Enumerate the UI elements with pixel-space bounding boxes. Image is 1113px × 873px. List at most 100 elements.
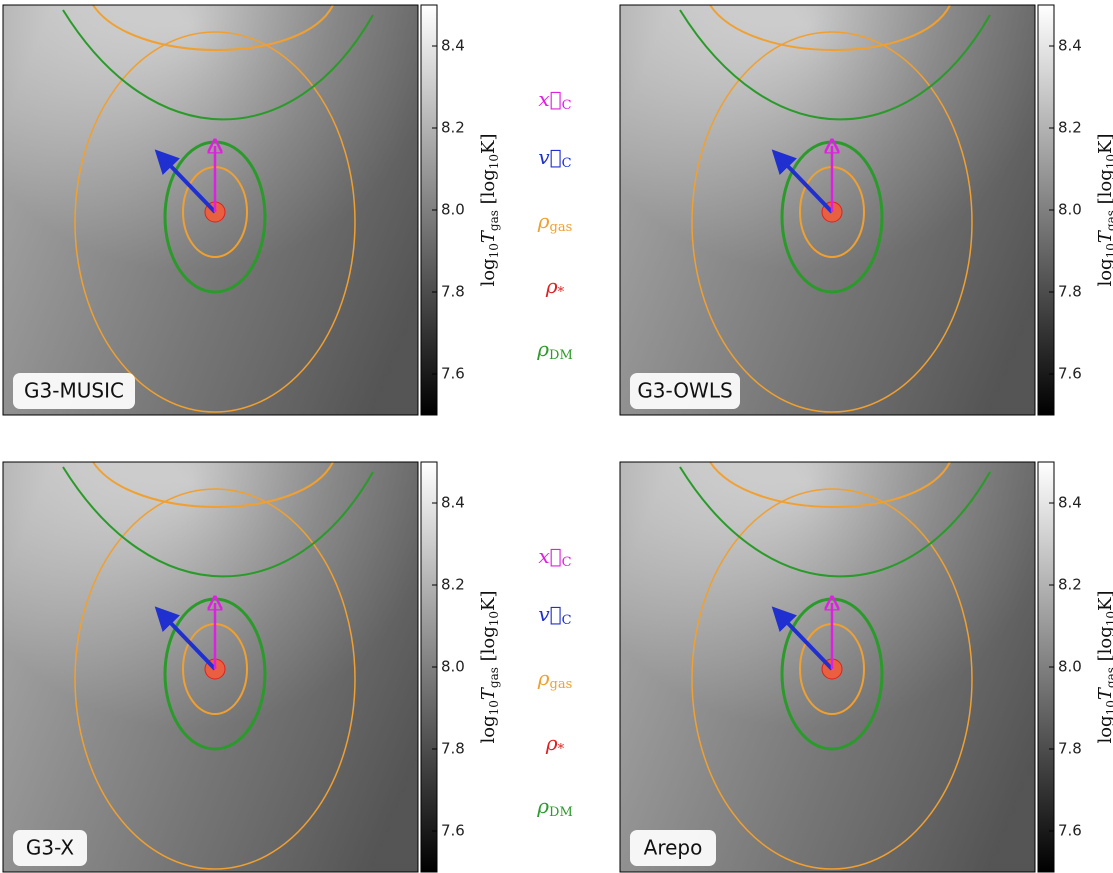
colorbar-label: log10Tgas [log10K] [1095, 133, 1113, 286]
legend-symbol: ρ [536, 337, 549, 361]
legend-subscript: C [562, 555, 572, 570]
dm-contour [679, 9, 991, 121]
colorbar-tick-label: 8.2 [441, 576, 465, 594]
colorbar-tick-label: 8.0 [1058, 658, 1082, 676]
colorbar-tick-label: 7.8 [441, 283, 465, 301]
colorbar-label-part: [log [1095, 626, 1113, 667]
colorbar-label-part: log [478, 715, 499, 743]
velocity-arrow [771, 606, 834, 671]
colorbar-tick-label: 7.8 [441, 740, 465, 758]
panel-frame [2, 4, 419, 416]
colorbar-label-part: 10 [487, 154, 501, 169]
legend-symbol: x⃗ [538, 87, 561, 111]
colorbar-tick-label: 7.6 [441, 822, 465, 840]
colorbar-tick-label: 8.2 [1058, 576, 1082, 594]
colorbar-tick-label: 8.4 [441, 37, 465, 55]
legend-subscript: C [562, 613, 572, 628]
colorbar-tick-label: 7.8 [1058, 740, 1082, 758]
legend-entry: ρgas [537, 666, 573, 692]
colorbar-label: log10Tgas [log10K] [478, 133, 501, 286]
legend-entry: ρ* [545, 731, 565, 757]
panel-label-box [13, 373, 135, 409]
colorbar-label: log10Tgas [log10K] [478, 590, 501, 743]
legend-symbol: ρ [545, 274, 558, 298]
colorbar-label-part: K] [1095, 133, 1113, 153]
legend-symbol: v⃗ [538, 602, 561, 626]
velocity-arrow [154, 606, 217, 671]
colorbar-label-part: [log [1095, 169, 1113, 210]
colorbar-label-part: 10 [1104, 611, 1113, 626]
panel-frame [2, 461, 419, 873]
colorbar-label-part: [log [478, 169, 499, 210]
legend-subscript: gas [550, 220, 573, 235]
legend-subscript: gas [550, 677, 573, 692]
colorbar-tick-label: 8.4 [441, 494, 465, 512]
legend-entry: v⃗C [538, 145, 571, 171]
colorbar-label-part: T [478, 686, 499, 700]
gas-contour [74, 488, 356, 870]
colorbar-label-part: 10 [487, 243, 501, 258]
panel: Arepo 7.6 7.8 8.0 8.2 8.4 log10Tgas [log10K] [619, 461, 1113, 873]
legend-entry: ρ* [545, 274, 565, 300]
legend-subscript: * [558, 285, 565, 300]
colorbar-label-part: 10 [487, 611, 501, 626]
panel-label-box [630, 373, 740, 409]
legend-entry: ρDM [536, 337, 573, 363]
dm-contour [92, 461, 334, 508]
legend-symbol: x⃗ [538, 544, 561, 568]
panel-label-box [630, 830, 716, 866]
legend-subscript: DM [549, 348, 573, 363]
colorbar-tick-label: 7.6 [1058, 365, 1082, 383]
panel-frame [619, 461, 1036, 873]
colorbar-label-part: log [1095, 715, 1113, 743]
colorbar-tick-label: 8.4 [1058, 494, 1082, 512]
gas-contour [74, 31, 356, 413]
gas-contour [691, 488, 973, 870]
legend-symbol: ρ [537, 666, 550, 690]
colorbar-tick-label: 8.0 [441, 201, 465, 219]
colorbar-label-part: K] [478, 590, 499, 610]
panel-label-box [13, 830, 87, 866]
colorbar-label-part: T [1095, 686, 1113, 700]
dm-contour [709, 4, 951, 51]
colorbar-tick-label: 7.6 [441, 365, 465, 383]
legend-entry: ρgas [537, 209, 573, 235]
legend-symbol: ρ [545, 731, 558, 755]
panel-label: G3-X [26, 836, 74, 860]
legend-symbol: ρ [536, 794, 549, 818]
colorbar-label-part: K] [478, 133, 499, 153]
colorbar-label-part: gas [1104, 210, 1113, 231]
legend-entry: v⃗C [538, 602, 571, 628]
colorbar-label-part: log [478, 258, 499, 286]
colorbar-label: log10Tgas [log10K] [1095, 590, 1113, 743]
legend-entry: x⃗C [538, 87, 571, 113]
colorbar-label-part: 10 [1104, 700, 1113, 715]
colorbar-label-part: gas [487, 210, 501, 231]
colorbar-tick-label: 8.0 [441, 658, 465, 676]
dm-contour [62, 9, 374, 121]
legend-symbol: ρ [537, 209, 550, 233]
colorbar-tick-label: 8.4 [1058, 37, 1082, 55]
colorbar-tick-label: 8.2 [441, 119, 465, 137]
colorbar-label-part: gas [487, 667, 501, 688]
panel-label: Arepo [644, 836, 703, 860]
colorbar-tick-label: 8.0 [1058, 201, 1082, 219]
velocity-arrow [771, 149, 834, 214]
colorbar-tick-label: 7.6 [1058, 822, 1082, 840]
gas-contour [691, 31, 973, 413]
legend-subscript: * [558, 742, 565, 757]
legend-symbol: v⃗ [538, 145, 561, 169]
panel-label: G3-OWLS [637, 379, 732, 403]
colorbar-label-part: log [1095, 258, 1113, 286]
legend-entry: ρDM [536, 794, 573, 820]
legend-subscript: DM [549, 805, 573, 820]
colorbar-label-part: [log [478, 626, 499, 667]
colorbar-label-part: K] [1095, 590, 1113, 610]
colorbar-label-part: T [1095, 229, 1113, 243]
colorbar-label-part: 10 [1104, 243, 1113, 258]
dm-contour [92, 4, 334, 51]
